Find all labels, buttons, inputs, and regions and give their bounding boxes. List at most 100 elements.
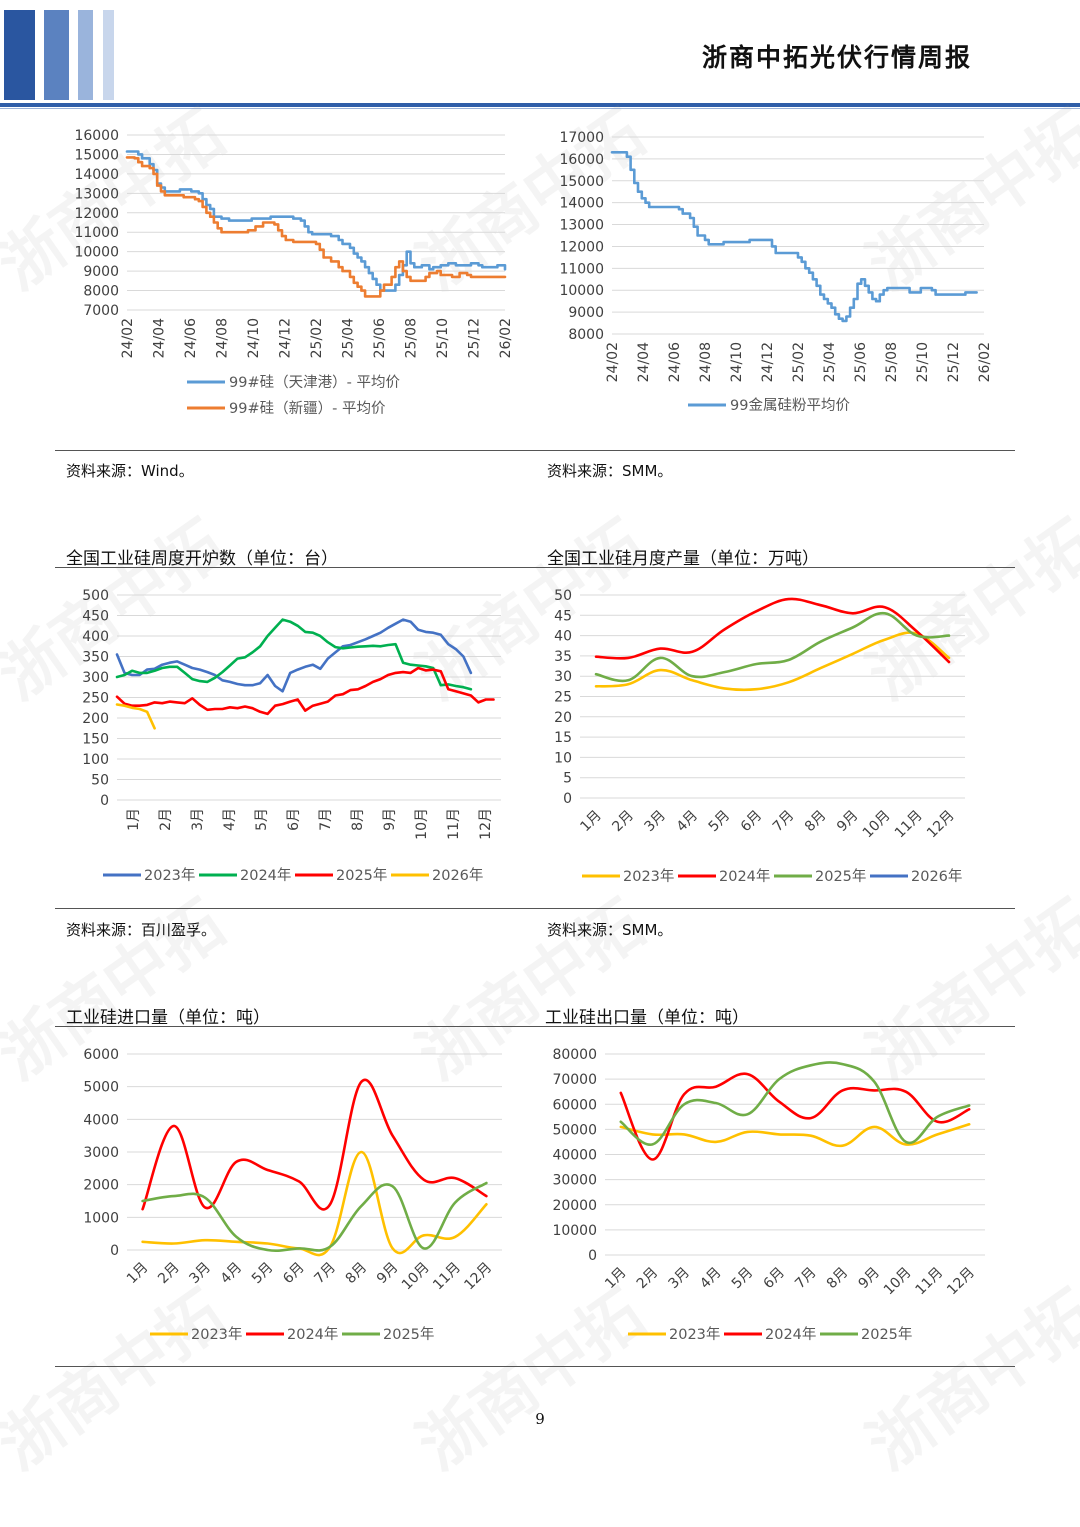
x-tick-label: 5月	[254, 808, 270, 831]
series-line	[125, 156, 507, 298]
x-tick-label: 1月	[577, 808, 605, 836]
x-tick-label: 25/06	[372, 318, 388, 358]
y-tick-label: 20	[554, 710, 572, 726]
x-tick-label: 3月	[665, 1265, 693, 1293]
x-tick-label: 10月	[860, 808, 894, 842]
panel-title: 全国工业硅月度产量（单位：万吨）	[547, 549, 819, 569]
legend-label: 2025年	[815, 868, 866, 885]
legend-label: 99金属硅粉平均价	[730, 397, 850, 414]
y-tick-label: 40000	[552, 1148, 597, 1164]
chart-weekly-furnaces: 0 50 100 150 200 250 300 350 400 450 500 1月 2月 3月 4月 5月…	[82, 588, 501, 884]
y-tick-label: 4000	[83, 1112, 119, 1128]
x-tick-label: 7月	[770, 808, 798, 836]
x-tick-label: 9月	[382, 808, 398, 831]
y-tick-label: 9000	[568, 305, 604, 321]
y-tick-label: 40	[554, 629, 572, 645]
x-tick-label: 5月	[249, 1260, 277, 1288]
header-rule	[0, 103, 1080, 107]
x-tick-label: 12月	[461, 1260, 495, 1294]
y-tick-label: 8000	[568, 327, 604, 343]
legend-label: 2024年	[240, 867, 291, 884]
legend-label: 2024年	[287, 1326, 338, 1343]
chart-export-volume: 0 10000 20000 30000 40000 50000 60000 70000 8000…	[552, 1047, 985, 1343]
series-line	[125, 150, 507, 292]
x-tick-label: 11月	[892, 808, 926, 842]
x-tick-label: 8月	[802, 808, 830, 836]
x-tick-label: 24/08	[215, 318, 231, 358]
x-tick-label: 3月	[642, 808, 670, 836]
y-tick-label: 16000	[559, 152, 604, 168]
x-tick-label: 11月	[430, 1260, 464, 1294]
x-tick-label: 9月	[374, 1260, 402, 1288]
section-rule	[55, 1026, 1015, 1027]
legend-label: 2024年	[719, 868, 770, 885]
source-note: 资料来源：百川盈孚。	[66, 921, 217, 939]
x-tick-label: 4月	[222, 808, 238, 831]
y-tick-label: 6000	[83, 1047, 119, 1063]
y-tick-label: 0	[588, 1248, 597, 1264]
series-line	[619, 1061, 971, 1146]
y-tick-label: 80000	[552, 1047, 597, 1063]
x-tick-label: 7月	[792, 1265, 820, 1293]
series-line	[141, 1150, 488, 1257]
x-tick-label: 12月	[478, 808, 494, 840]
y-tick-label: 50	[91, 773, 109, 789]
x-tick-label: 24/02	[120, 318, 136, 358]
y-tick-label: 30000	[552, 1173, 597, 1189]
y-tick-label: 17000	[559, 130, 604, 146]
x-tick-label: 25/02	[309, 318, 325, 358]
y-tick-label: 45	[554, 608, 572, 624]
y-tick-label: 14000	[74, 167, 119, 183]
x-tick-label: 10月	[881, 1265, 915, 1299]
y-tick-label: 0	[563, 791, 572, 807]
legend-label: 99#硅（天津港）- 平均价	[229, 374, 400, 391]
y-tick-label: 13000	[559, 218, 604, 234]
x-tick-label: 25/04	[341, 318, 357, 358]
series-line	[141, 1181, 488, 1253]
x-tick-label: 25/08	[884, 342, 900, 382]
y-tick-label: 11000	[559, 261, 604, 277]
y-tick-label: 10000	[552, 1223, 597, 1239]
x-tick-label: 24/06	[183, 318, 199, 358]
x-tick-label: 24/06	[667, 342, 683, 382]
legend-label: 2023年	[623, 868, 674, 885]
report-title: 浙商中拓光伏行情周报	[701, 43, 972, 72]
y-tick-label: 15000	[74, 147, 119, 163]
x-tick-label: 10月	[414, 808, 430, 840]
y-tick-label: 150	[82, 732, 109, 748]
header-bar-4	[103, 10, 114, 100]
x-tick-label: 12月	[924, 808, 958, 842]
chart-monthly-output: 0 5 10 15 20 25 30 35 40 45 50 1月 2月 3月 4月 5月 6月 7月 8月 9月10…	[554, 588, 965, 885]
chart-import-volume: 0 1000 2000 3000 4000 5000 6000 1月 2月 3月 4月 5月 6月 7月 8…	[83, 1047, 502, 1343]
x-tick-label: 4月	[674, 808, 702, 836]
x-tick-label: 24/04	[152, 318, 168, 358]
header-rule-thin	[0, 108, 1080, 109]
y-tick-label: 10000	[74, 245, 119, 261]
y-tick-label: 350	[82, 650, 109, 666]
section-rule	[55, 567, 1015, 568]
y-tick-label: 7000	[83, 303, 119, 319]
y-tick-label: 1000	[83, 1210, 119, 1226]
y-tick-label: 15	[554, 730, 572, 746]
x-tick-label: 8月	[350, 808, 366, 831]
x-tick-label: 25/12	[467, 318, 483, 358]
series-line	[115, 618, 473, 691]
y-tick-label: 16000	[74, 128, 119, 144]
section-rule	[55, 908, 1015, 909]
y-tick-label: 100	[82, 752, 109, 768]
chart-silicon-99-price: 7000 8000 9000 10000 11000 12000 13000 14000 150…	[74, 128, 514, 417]
x-tick-label: 6月	[286, 808, 302, 831]
x-tick-label: 2月	[609, 808, 637, 836]
chart-silicon-powder-price: 8000 9000 10000 11000 12000 13000 14000 15000 16…	[559, 130, 993, 414]
series-line	[610, 151, 978, 323]
x-tick-label: 24/04	[636, 342, 652, 382]
section-rule	[55, 1366, 1015, 1367]
y-tick-label: 200	[82, 711, 109, 727]
y-tick-label: 0	[100, 793, 109, 809]
y-tick-label: 3000	[83, 1145, 119, 1161]
x-tick-label: 3月	[190, 808, 206, 831]
panel-title: 工业硅出口量（单位：吨）	[545, 1008, 749, 1028]
x-tick-label: 7月	[311, 1260, 339, 1288]
y-tick-label: 60000	[552, 1097, 597, 1113]
series-line	[115, 666, 495, 716]
